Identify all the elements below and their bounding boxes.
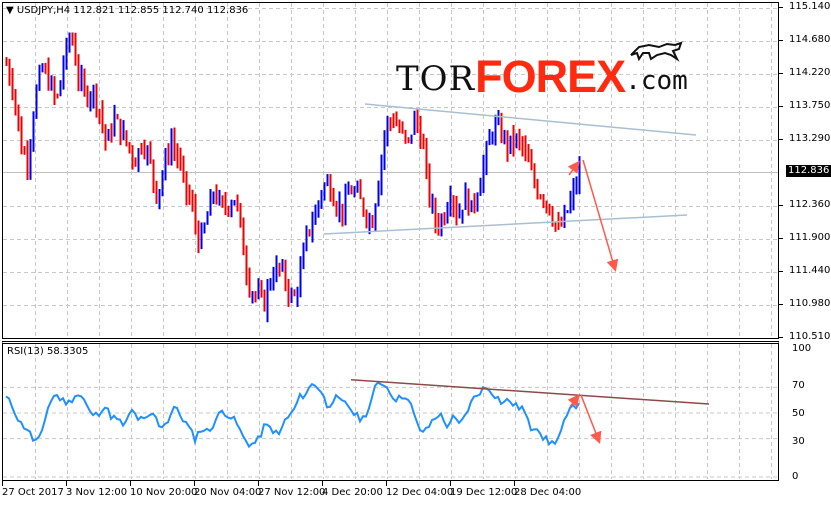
rsi-axis-label: 100 [792, 343, 812, 354]
price-axis-label: 113.750 [789, 100, 831, 111]
logo-tor-text: TOR [396, 59, 476, 99]
chart-legend: ▼ USDJPY,H4 112.821 112.855 112.740 112.… [6, 5, 249, 16]
rsi-chart-canvas [3, 344, 778, 479]
price-axis-ticks [778, 7, 783, 338]
price-axis-label: 110.510 [789, 331, 831, 342]
time-axis-label: 3 Nov 12:00 [66, 487, 128, 498]
price-axis-label: 111.440 [789, 265, 831, 276]
rsi-axis-label: 70 [792, 380, 805, 391]
time-axis-label: 20 Nov 04:00 [194, 487, 262, 498]
rsi-legend: RSI(13) 58.3305 [7, 346, 89, 357]
time-axis-ticks [2, 481, 515, 486]
rsi-axis-label: 50 [792, 408, 805, 419]
time-axis-label: 12 Dec 04:00 [386, 487, 454, 498]
price-axis-label: 114.680 [789, 34, 831, 45]
rsi-axis-label: 30 [792, 436, 805, 447]
rsi-indicator-pane[interactable]: RSI(13) 58.3305 [2, 341, 779, 481]
current-price-tag: 112.836 [786, 165, 831, 177]
price-axis-label: 110.980 [789, 298, 831, 309]
price-axis-label: 113.290 [789, 133, 831, 144]
time-axis-label: 27 Nov 12:00 [258, 487, 326, 498]
time-axis-label: 4 Dec 20:00 [322, 487, 383, 498]
time-axis-label: 10 Nov 20:00 [130, 487, 198, 498]
time-axis-label: 28 Dec 04:00 [514, 487, 582, 498]
price-chart-canvas [3, 3, 778, 338]
rsi-axis-label: 0 [792, 471, 799, 482]
logo-com-text: .com [625, 66, 688, 96]
price-axis-label: 111.900 [789, 232, 831, 243]
logo-forex-text: FOREX [475, 51, 626, 102]
torforex-logo: TOR FOREX .com [396, 41, 688, 102]
price-axis-label: 112.360 [789, 199, 831, 210]
bull-icon [629, 41, 683, 62]
time-axis-label: 19 Dec 12:00 [450, 487, 518, 498]
price-chart-pane[interactable]: ▼ USDJPY,H4 112.821 112.855 112.740 112.… [2, 2, 779, 339]
price-axis-label: 114.220 [789, 67, 831, 78]
price-axis-label: 115.140 [789, 1, 831, 12]
time-axis-label: 27 Oct 2017 [2, 487, 64, 498]
